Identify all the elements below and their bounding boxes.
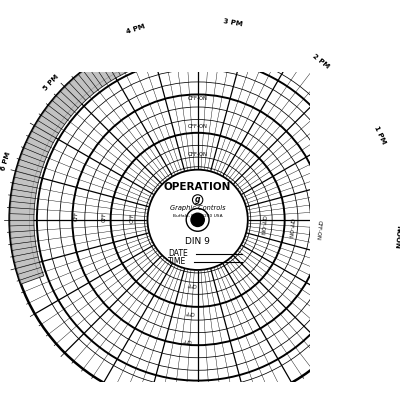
Text: 6 PM: 6 PM: [0, 151, 12, 171]
Text: g: g: [195, 196, 200, 204]
Wedge shape: [10, 32, 183, 284]
Text: 1 PM: 1 PM: [373, 125, 386, 145]
Text: OFF: OFF: [184, 310, 195, 315]
Text: OFF-ON: OFF-ON: [315, 220, 322, 240]
Text: OFF: OFF: [74, 210, 80, 221]
Text: OFF-ON: OFF-ON: [188, 152, 208, 158]
Circle shape: [191, 213, 204, 226]
Text: 5 PM: 5 PM: [42, 74, 60, 92]
Text: Graphic Controls: Graphic Controls: [170, 205, 226, 212]
Text: 3 PM: 3 PM: [222, 18, 242, 27]
Text: OFF-ON: OFF-ON: [287, 218, 294, 238]
Text: 2 PM: 2 PM: [312, 54, 330, 70]
Circle shape: [10, 32, 386, 400]
Text: OPERATION: OPERATION: [164, 182, 231, 192]
Text: DATE: DATE: [168, 249, 188, 258]
Text: TIME: TIME: [168, 257, 186, 266]
Text: OFF: OFF: [102, 212, 108, 222]
Circle shape: [148, 170, 248, 270]
Text: OFF-ON: OFF-ON: [188, 124, 208, 130]
Text: OFF: OFF: [130, 212, 136, 223]
Text: 4 PM: 4 PM: [126, 23, 146, 35]
Text: Buffalo, NY 14240 USA: Buffalo, NY 14240 USA: [173, 214, 222, 218]
Text: OFF: OFF: [182, 337, 192, 343]
Text: DIN 9: DIN 9: [185, 238, 210, 246]
Text: OFF-ON: OFF-ON: [188, 96, 208, 101]
Text: OFF: OFF: [187, 282, 197, 288]
Text: NOON: NOON: [394, 225, 400, 250]
Text: OFF-ON: OFF-ON: [259, 215, 266, 236]
